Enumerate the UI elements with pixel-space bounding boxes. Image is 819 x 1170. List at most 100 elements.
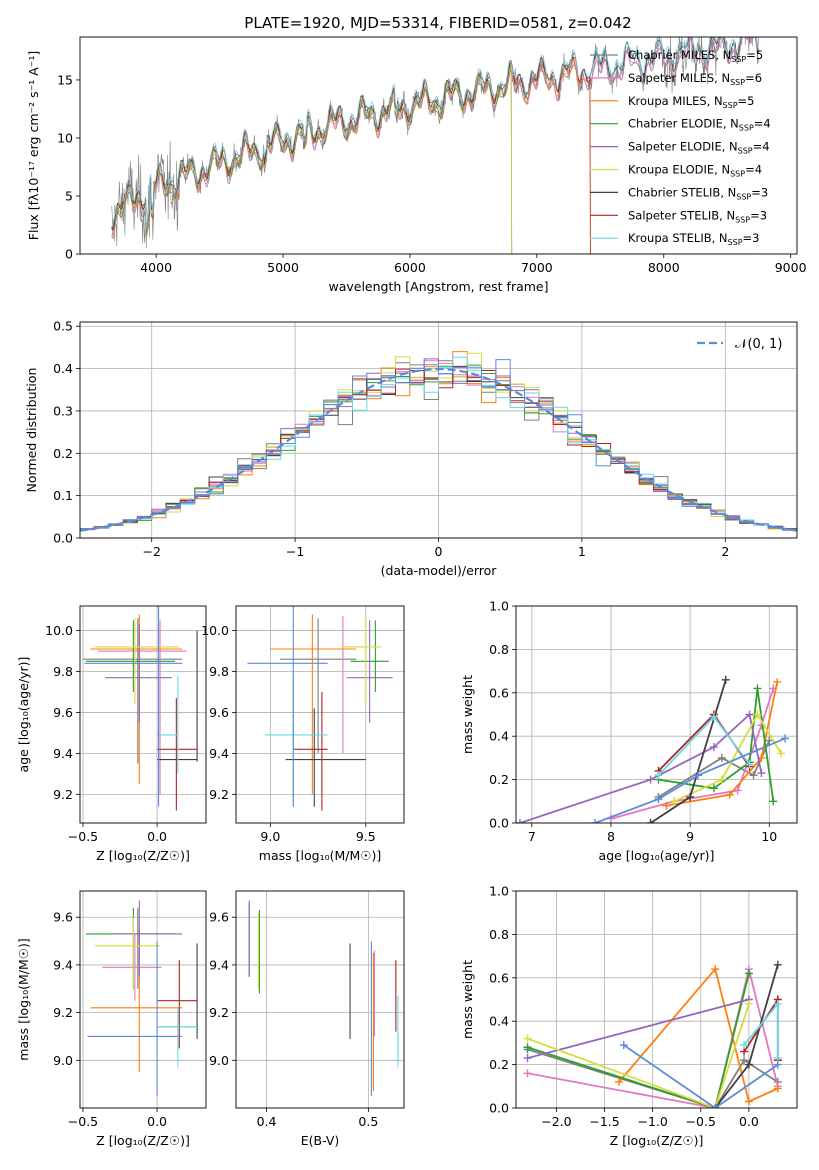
x-tick-label: 0.0 [739, 1114, 759, 1129]
x-tick-label: 7000 [521, 260, 553, 275]
x-axis-label: Z [log₁₀(Z/Z☉)] [96, 1133, 190, 1148]
y-tick-label: 9.2 [53, 787, 73, 802]
mass_vs_z-panel: −0.5 0.0 9.0 9.2 9.4 9.6 Z [log₁₀(Z/Z☉)] mass [… [16, 890, 207, 1148]
y-axis-label: Flux [fλ10⁻¹⁷ erg cm⁻² s⁻¹ A⁻¹] [26, 51, 41, 240]
axes-frame [79, 36, 798, 255]
legend-entry-chabrier_elodie: Chabrier ELODIE, NSSP=4 [628, 117, 771, 133]
weight-marker-gaussian [591, 819, 600, 823]
mass_vs_z-plot-area [85, 900, 198, 1097]
weight-marker-kroupa_stelib [745, 760, 754, 769]
x-tick-label: 0.0 [147, 1114, 167, 1129]
x-tick-label: −1 [286, 544, 304, 559]
y-tick-label: 0.2 [489, 1057, 509, 1072]
weight-marker-chabrier_stelib [646, 819, 655, 823]
axes-frame [235, 890, 405, 1109]
y-tick-label: 0.2 [489, 772, 509, 787]
y-tick-label: 0.0 [489, 816, 509, 831]
x-tick-label: −1.0 [637, 1114, 667, 1129]
weight-marker-gaussian [619, 1041, 628, 1050]
weight-line-gaussian [594, 737, 786, 823]
weight-marker-kroupa_miles [662, 801, 671, 810]
weight-marker-kroupa_elodie [744, 999, 753, 1008]
figure-title: PLATE=1920, MJD=53314, FIBERID=0581, z=0… [244, 14, 631, 32]
weight-marker-chabrier_stelib [744, 1060, 753, 1069]
y-axis-label: mass weight [460, 960, 475, 1039]
x-tick-label: 10 [761, 829, 777, 844]
weight-marker-kroupa_miles [773, 677, 782, 686]
legend-entry-salpeter_elodie: Salpeter ELODIE, NSSP=4 [628, 140, 770, 156]
weight_vs_age-plot-area [516, 675, 790, 823]
y-tick-label: 0.6 [489, 685, 509, 700]
x-tick-label: 1 [578, 544, 586, 559]
y-axis-label: Normed distribution [24, 368, 39, 493]
weight-line-salpeter_stelib [657, 713, 751, 772]
y-tick-label: 0.4 [53, 361, 73, 376]
x-tick-label: 0.4 [257, 1114, 277, 1129]
x-axis-label: (data-model)/error [381, 563, 498, 578]
weight_vs_z-panel: −2.0 −1.5 −1.0 −0.5 0.0 0.0 0.2 0.4 0.6 0.8 1.0 Z [… [460, 884, 798, 1148]
weight-marker-chabrier_stelib [721, 675, 730, 684]
weight-marker-chabrier_stelib [773, 960, 782, 969]
x-tick-label: 8000 [648, 260, 680, 275]
legend-entry-chabrier_stelib: Chabrier STELIB, NSSP=3 [628, 185, 768, 201]
y-tick-label: 9.2 [53, 1005, 73, 1020]
x-tick-label: 7 [528, 829, 536, 844]
model-line-salpeter_miles [111, 37, 760, 238]
y-tick-label: 9.2 [209, 787, 229, 802]
x-axis-label: age [log₁₀(age/yr)] [599, 848, 715, 863]
legend-entry-gaussian: 𝒩(0, 1) [735, 337, 782, 352]
y-axis-label: mass [log₁₀(M/M☉)] [16, 938, 31, 1060]
y-tick-label: 10 [57, 130, 73, 145]
y-tick-label: 9.0 [53, 1053, 73, 1068]
y-tick-label: 9.0 [209, 1053, 229, 1068]
legend-entry-chabrier_miles: Chabrier MILES, NSSP=5 [628, 48, 763, 64]
y-tick-label: 0.5 [53, 319, 73, 334]
weight-marker-gaussian [711, 1104, 720, 1108]
y-tick-label: 15 [57, 72, 73, 87]
weight-line-kroupa_elodie [527, 1003, 750, 1108]
y-tick-label: 9.4 [53, 746, 73, 761]
mass_vs_ebv-plot-area [248, 900, 399, 1097]
x-tick-label: −0.5 [686, 1114, 716, 1129]
weight-line-kroupa_miles [618, 967, 779, 1103]
weight-marker-chabrier_elodie [744, 969, 753, 978]
weight-marker-kroupa_stelib [654, 771, 663, 780]
spectrum-plot-area [111, 37, 760, 254]
x-tick-label: 9.5 [356, 829, 376, 844]
weight-marker-kroupa_elodie [753, 710, 762, 719]
weight-marker-salpeter_elodie [516, 819, 524, 823]
x-tick-label: −2 [142, 544, 160, 559]
x-tick-label: 0.0 [147, 829, 167, 844]
x-tick-label: −0.5 [68, 1114, 98, 1129]
y-tick-label: 0.0 [53, 531, 73, 546]
weight-marker-kroupa_elodie [523, 1034, 532, 1043]
weight-line-kroupa_elodie [673, 712, 782, 803]
y-tick-label: 9.4 [209, 957, 229, 972]
legend-entry-kroupa_miles: Kroupa MILES, NSSP=5 [628, 94, 754, 110]
legend-entry-kroupa_elodie: Kroupa ELODIE, NSSP=4 [628, 163, 762, 179]
weight-line-kroupa_miles [666, 681, 779, 807]
x-tick-label: 8 [607, 829, 615, 844]
weight-marker-kroupa_elodie [717, 775, 726, 784]
x-tick-label: −1.5 [589, 1114, 619, 1129]
model-line-kroupa_miles [111, 57, 759, 254]
weight-marker-salpeter_elodie [709, 743, 718, 752]
x-tick-label: 0 [435, 544, 443, 559]
weight-marker-chabrier_miles [749, 771, 758, 780]
weight-marker-gaussian [694, 771, 703, 780]
weight_vs_age-panel: 7 8 9 10 0.0 0.2 0.4 0.6 0.8 1.0 age [log₁₀(age/yr… [460, 599, 798, 863]
x-tick-label: 9.0 [260, 829, 280, 844]
model-line-kroupa_stelib [111, 37, 760, 229]
age_vs_mass-plot-area [247, 606, 393, 811]
x-axis-label: mass [log₁₀(M/M☉)] [259, 848, 381, 863]
weight-marker-chabrier_elodie [769, 797, 778, 806]
x-axis-label: E(B-V) [301, 1133, 340, 1148]
weight-marker-kroupa_stelib [740, 1041, 749, 1050]
weight-marker-chabrier_stelib [686, 792, 695, 801]
weight-marker-kroupa_elodie [777, 749, 786, 758]
legend-entry-salpeter_stelib: Salpeter STELIB, NSSP=3 [628, 208, 767, 224]
weight-marker-gaussian [773, 1060, 782, 1069]
x-tick-label: 9000 [775, 260, 807, 275]
weight-marker-kroupa_miles [725, 790, 734, 799]
y-tick-label: 9.6 [53, 705, 73, 720]
